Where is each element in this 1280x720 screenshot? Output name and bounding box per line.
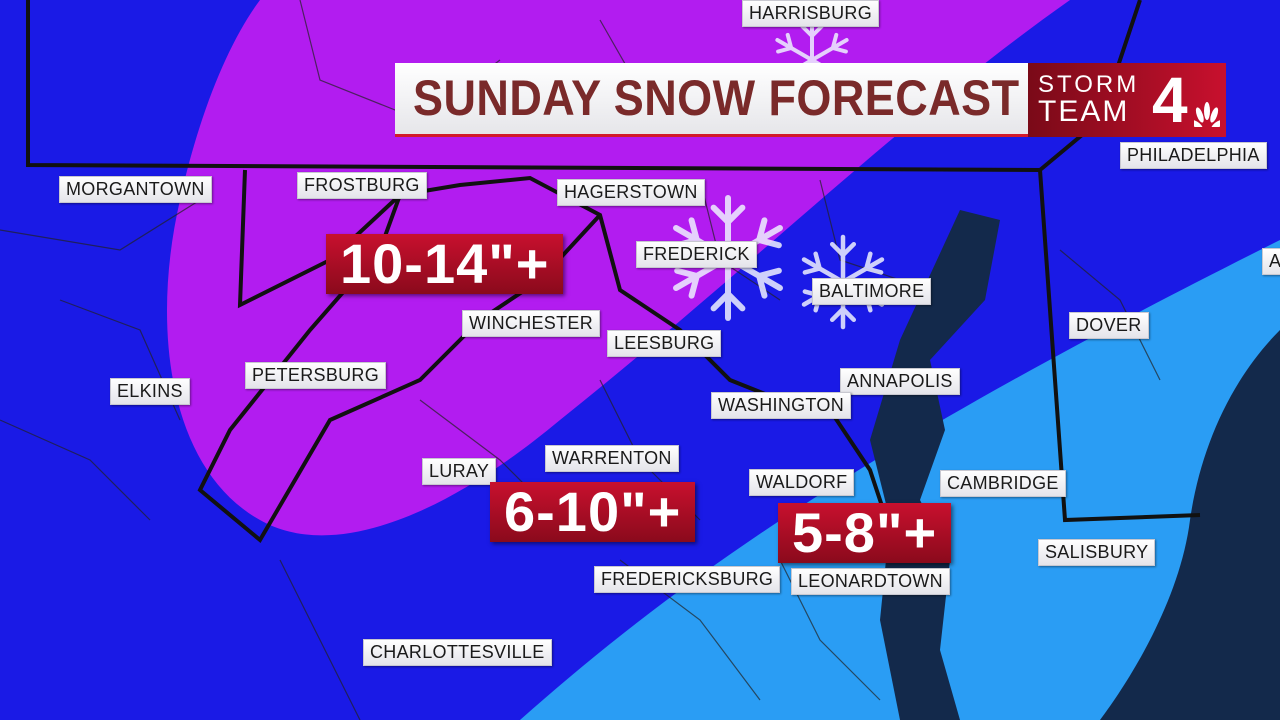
water-bay — [870, 210, 1280, 720]
city-label-winchester: WINCHESTER — [462, 310, 600, 337]
city-label-elkins: ELKINS — [110, 378, 190, 405]
page-title: SUNDAY SNOW FORECAST — [413, 70, 1020, 126]
city-label-annapolis: ANNAPOLIS — [840, 368, 960, 395]
city-label-dover: DOVER — [1069, 312, 1149, 339]
city-label-harrisburg: HARRISBURG — [742, 0, 880, 27]
snow-amount-heavy: 10-14"+ — [326, 234, 564, 294]
city-label-leesburg: LEESBURG — [607, 330, 722, 357]
city-label-waldorf: WALDORF — [749, 469, 855, 496]
logo-line1: STORM — [1038, 71, 1140, 98]
city-label-luray: LURAY — [422, 458, 497, 485]
city-label-partial: A — [1262, 248, 1280, 275]
state-borders — [26, 0, 1201, 561]
city-label-cambridge: CAMBRIDGE — [940, 470, 1066, 497]
city-label-morgantown: MORGANTOWN — [59, 176, 212, 203]
city-label-hagerstown: HAGERSTOWN — [557, 179, 705, 206]
city-label-baltimore: BALTIMORE — [812, 278, 932, 305]
city-label-petersburg: PETERSBURG — [245, 362, 387, 389]
city-label-charlottesville: CHARLOTTESVILLE — [363, 639, 552, 666]
peacock-icon — [1194, 102, 1220, 127]
city-label-frederick: FREDERICK — [636, 241, 757, 268]
storm-team-4-logo: STORM TEAM 4 — [1028, 63, 1226, 137]
city-label-washington: WASHINGTON — [711, 392, 852, 419]
logo-number: 4 — [1152, 64, 1188, 136]
snow-amount-light: 5-8"+ — [778, 503, 952, 563]
snow-amount-moderate: 6-10"+ — [490, 482, 696, 542]
logo-line2: TEAM — [1038, 95, 1130, 128]
city-label-warrenton: WARRENTON — [545, 445, 679, 472]
title-banner: SUNDAY SNOW FORECAST — [395, 63, 1028, 137]
city-label-leonardtown: LEONARDTOWN — [791, 568, 950, 595]
city-label-philadelphia: PHILADELPHIA — [1120, 142, 1267, 169]
city-label-fredericksburg: FREDERICKSBURG — [594, 566, 781, 593]
city-label-salisbury: SALISBURY — [1038, 539, 1156, 566]
city-label-frostburg: FROSTBURG — [297, 172, 427, 199]
